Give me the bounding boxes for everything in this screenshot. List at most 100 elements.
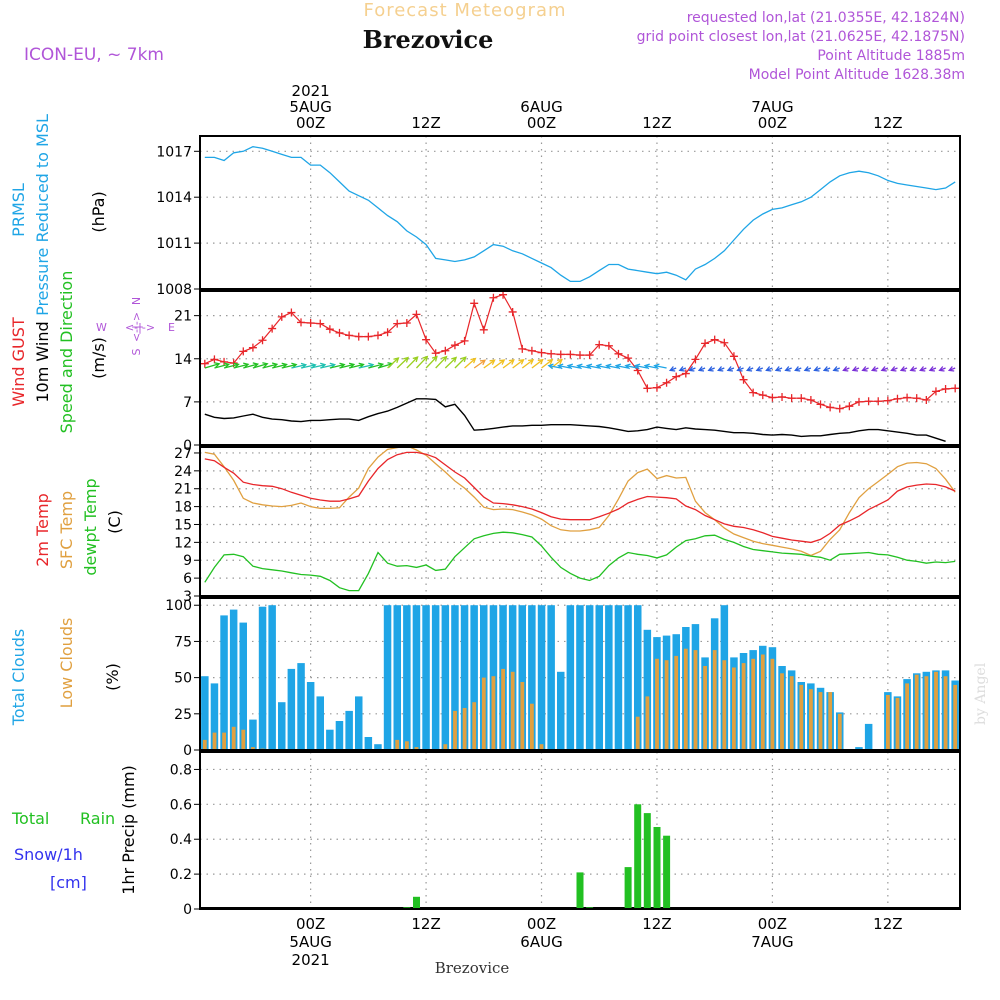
temp-sfc-label: SFC Temp — [57, 491, 76, 569]
gust-marker — [316, 319, 325, 328]
low-cloud-bar — [818, 692, 823, 750]
low-cloud-bar — [809, 689, 813, 750]
rain-bar — [413, 896, 420, 909]
panel-frame — [199, 290, 961, 446]
total-cloud-bar — [335, 721, 344, 750]
gust-marker — [576, 351, 584, 360]
wind-arrow — [291, 364, 306, 369]
low-cloud-bar — [395, 739, 400, 750]
gust-marker — [672, 372, 681, 381]
total-cloud-bar — [864, 723, 873, 750]
wind-arrow — [223, 363, 239, 369]
gust-marker — [470, 299, 479, 308]
wind-arrowhead — [697, 366, 705, 372]
wind-arrow — [358, 364, 374, 369]
gust-marker — [903, 393, 912, 402]
top-time-label: 00Z — [296, 114, 325, 132]
wind-arrowhead — [470, 357, 477, 364]
wind-arrow — [214, 363, 229, 369]
total-cloud-bar — [634, 605, 642, 750]
wind-arrowhead — [566, 363, 573, 370]
low-cloud-bar — [251, 747, 255, 750]
low-cloud-bar — [837, 713, 842, 750]
total-cloud-bar — [412, 605, 421, 750]
low-cloud-bar — [231, 726, 236, 750]
wind-arrow — [464, 358, 476, 369]
wind-arrow — [531, 359, 544, 369]
total-cloud-bar — [403, 605, 411, 750]
wind-arrow — [396, 357, 409, 369]
y-tick-label: 27 — [174, 446, 192, 462]
wind-arrowhead — [576, 363, 583, 370]
wind-arrow — [521, 359, 534, 369]
gust-marker — [277, 312, 286, 321]
total-cloud-bar — [393, 605, 401, 750]
total-cloud-bar — [537, 605, 546, 750]
gust-marker — [499, 290, 508, 299]
low-cloud-bar — [683, 648, 688, 750]
wind-arrowhead — [422, 355, 429, 362]
sfc-temp-line — [204, 445, 956, 557]
wind-arrowhead — [223, 362, 231, 369]
gust-marker — [816, 400, 825, 409]
wind-arrowhead — [243, 362, 250, 369]
y-tick-label: 21 — [174, 309, 192, 325]
y-tick-label: 6 — [183, 571, 192, 587]
compass-south-label: S — [130, 348, 143, 355]
wind-arrow — [368, 363, 383, 369]
low-cloud-bar — [924, 676, 929, 750]
top-time-label: 2021 — [292, 82, 330, 100]
wind-arrowhead — [755, 366, 762, 372]
low-cloud-bar — [780, 673, 784, 750]
bottom-time-label: 12Z — [873, 915, 902, 933]
low-clouds-label: Low Clouds — [57, 618, 76, 709]
wind-arrow — [587, 364, 600, 369]
gust-marker — [393, 319, 402, 328]
total-cloud-bar — [441, 605, 450, 750]
wind-arrowhead — [726, 366, 733, 372]
low-cloud-bar — [751, 658, 756, 750]
low-cloud-bar — [501, 668, 505, 750]
wind-arrow — [262, 363, 278, 369]
low-cloud-bar — [722, 660, 727, 750]
y-tick-label: 24 — [174, 464, 192, 480]
product-title: Forecast Meteogram — [363, 0, 566, 21]
wind-arrowhead — [528, 358, 535, 365]
low-cloud-bar — [530, 703, 534, 750]
wind-arrow — [377, 363, 393, 369]
y-tick-label: 50 — [174, 671, 192, 687]
wind-arrowhead — [547, 358, 554, 365]
total-cloud-bar — [287, 668, 296, 750]
low-cloud-bar — [703, 666, 707, 750]
wind-arrow — [406, 356, 419, 369]
y-tick-label: 0.4 — [170, 832, 192, 848]
wind-arrow — [281, 363, 297, 369]
total-cloud-bar — [451, 605, 459, 750]
bottom-time-label: 12Z — [411, 915, 440, 933]
gust-marker — [787, 394, 796, 403]
gust-marker — [893, 394, 902, 403]
wind-arrowhead — [605, 363, 612, 370]
y-tick-label: 21 — [174, 482, 192, 498]
gust-marker — [797, 394, 806, 403]
gust-marker — [373, 331, 382, 340]
gust-marker — [325, 325, 334, 334]
total-clouds-label: Total Clouds — [9, 629, 28, 727]
top-time-label: 12Z — [642, 114, 671, 132]
low-cloud-bar — [414, 747, 419, 750]
wind-arrowhead — [947, 366, 955, 372]
low-cloud-bar — [914, 674, 919, 750]
y-tick-label: 3 — [183, 589, 192, 605]
total-cloud-bar — [297, 663, 305, 750]
low-cloud-bar — [453, 710, 457, 750]
wind-arrowhead — [214, 362, 221, 368]
gust-marker — [912, 394, 921, 403]
gust-marker — [268, 324, 277, 333]
wind-arrow — [483, 359, 495, 369]
wind-arrow — [243, 363, 258, 369]
wind-arrow — [567, 364, 581, 369]
total-cloud-bar — [566, 605, 575, 750]
compass-horizontal-arrow: <-|-> — [125, 321, 155, 334]
wind-arrowhead — [909, 366, 916, 372]
y-tick-label: 0 — [183, 902, 192, 918]
